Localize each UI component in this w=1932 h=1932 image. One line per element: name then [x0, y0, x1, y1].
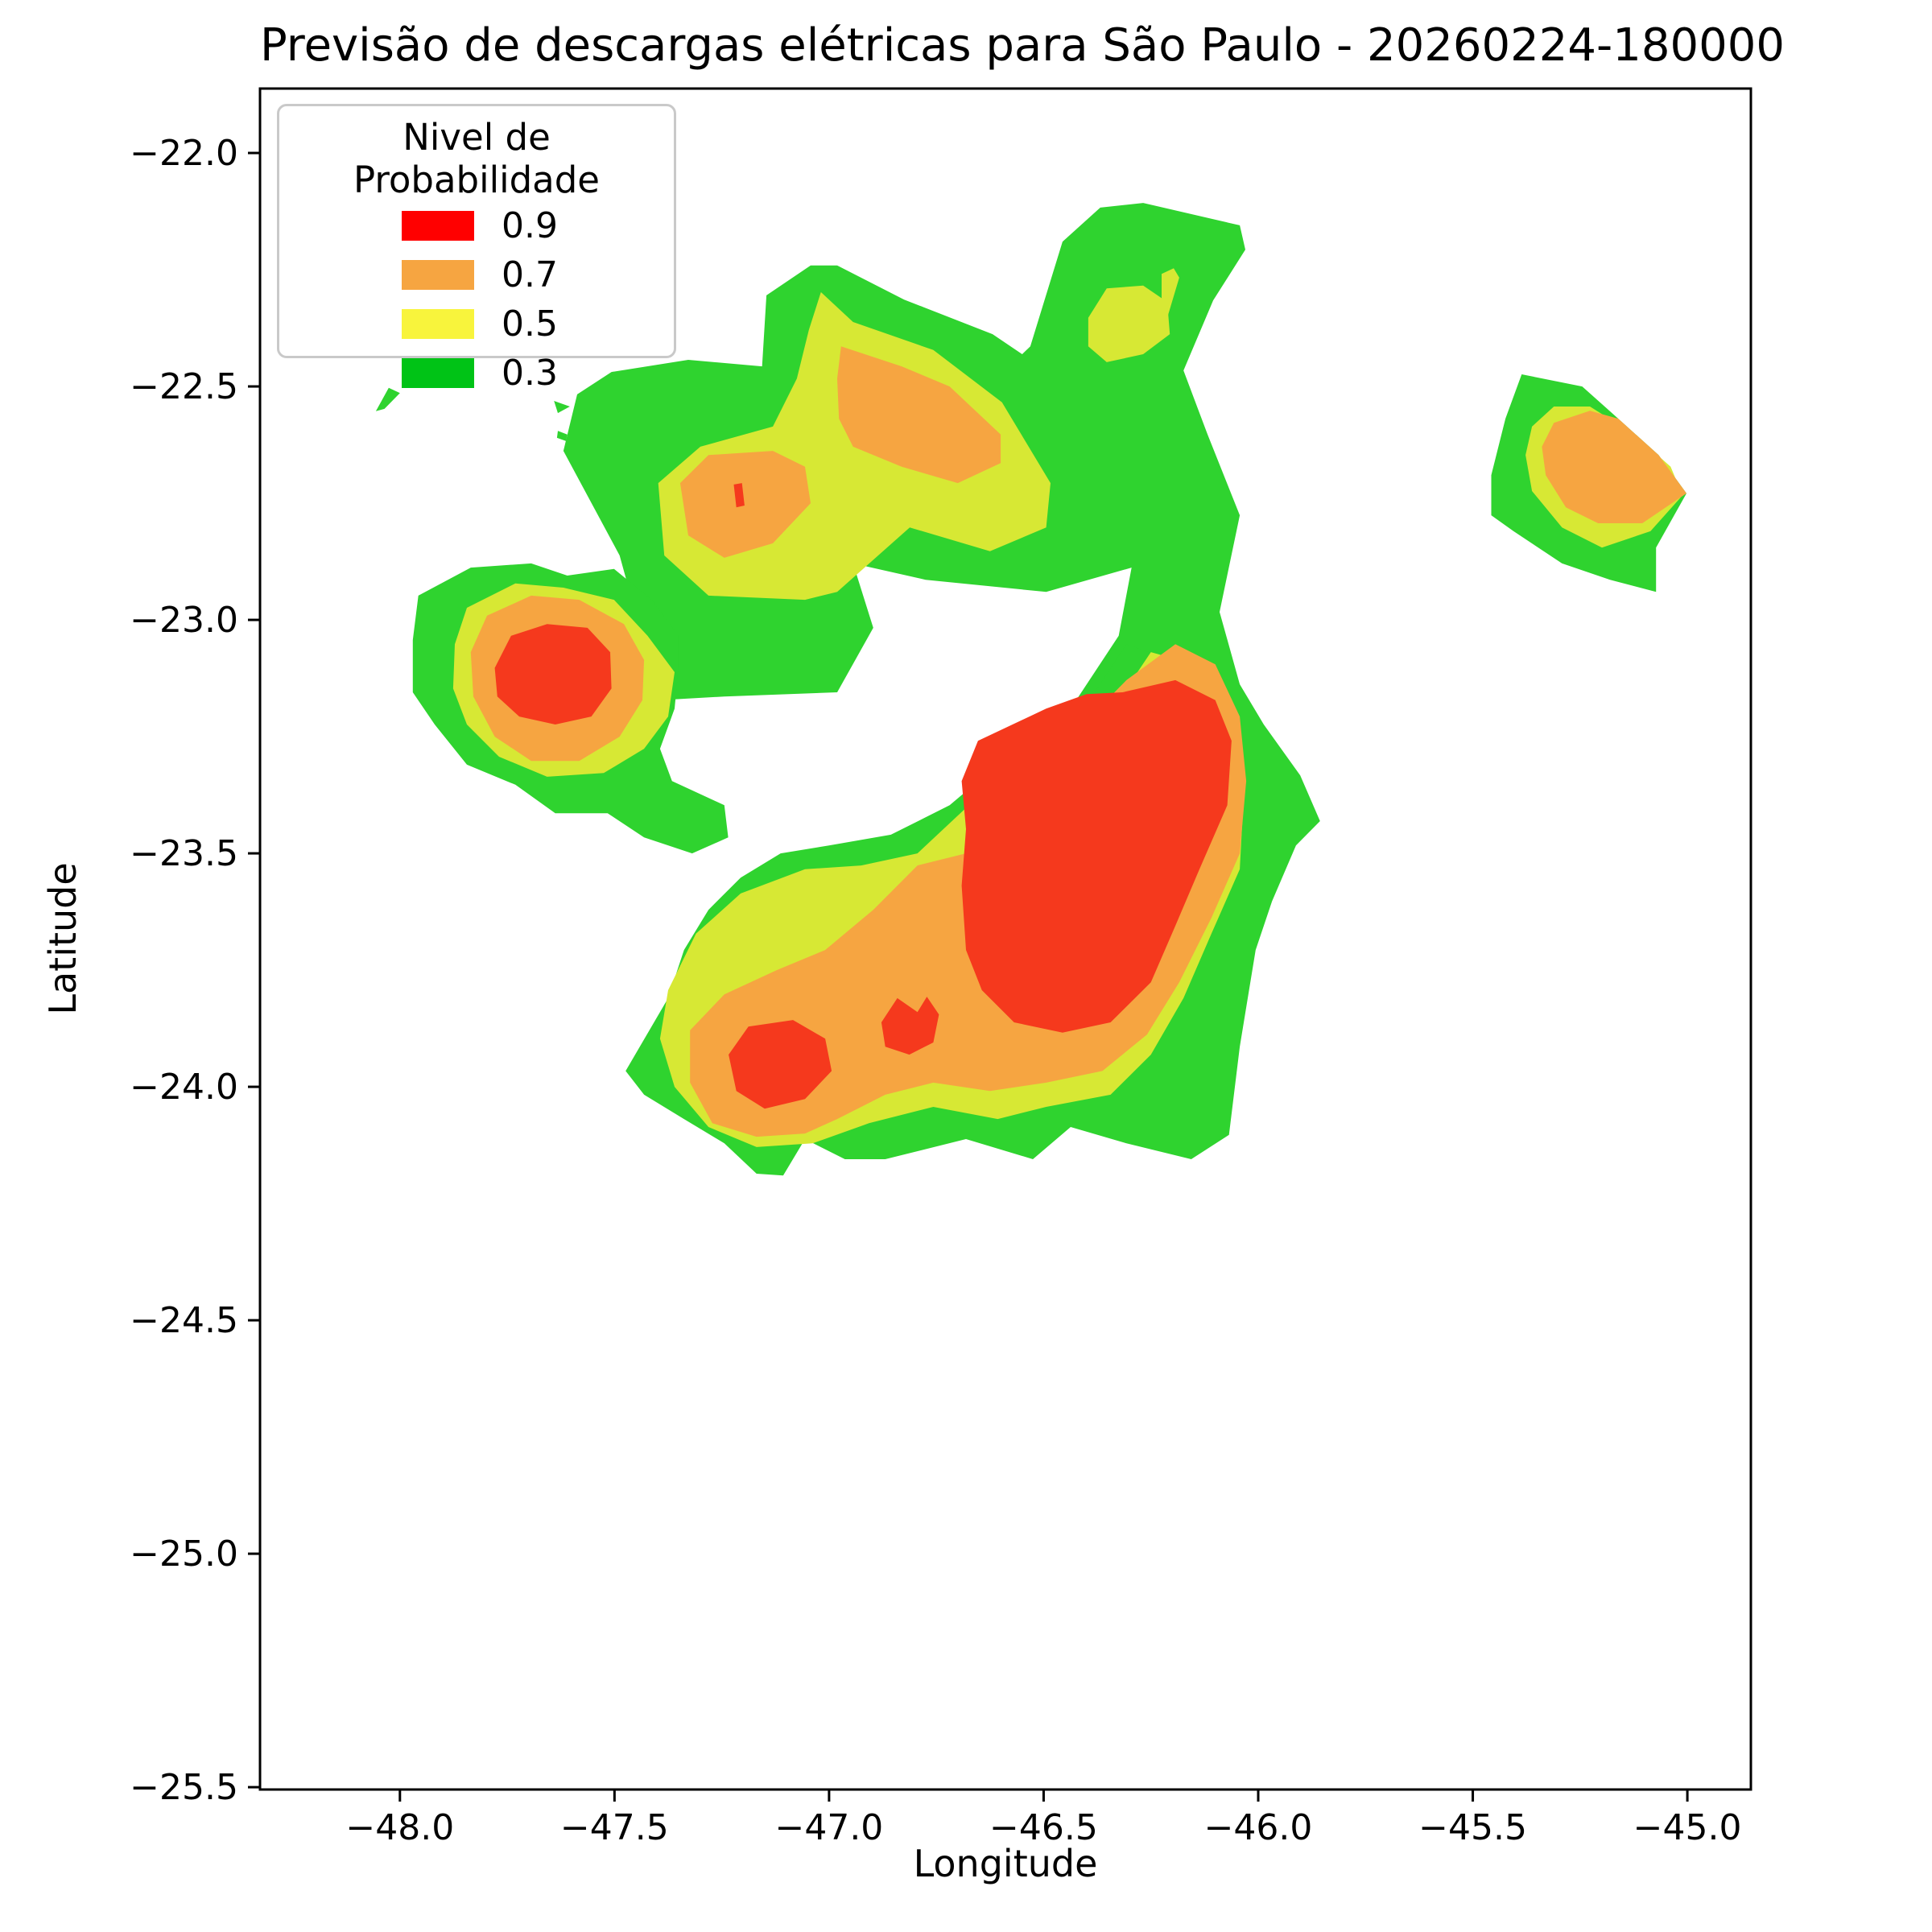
legend-label: 0.3	[502, 353, 558, 394]
contour-region-south-blob-red-core-level-0.9	[961, 679, 1232, 1033]
legend: Nivel de Probabilidade 0.9 0.7 0.5 0.3	[277, 104, 676, 394]
contour-layer	[375, 203, 1686, 1176]
y-tick-label: −25.0	[130, 1534, 238, 1575]
y-tick-label: −23.0	[130, 600, 238, 641]
legend-rows: 0.9 0.7 0.5 0.3	[279, 201, 674, 398]
axes-spines	[258, 87, 1752, 1791]
contour-region-south-blob-red-small-level-0.9	[881, 997, 939, 1055]
chart-title: Previsão de descargas elétricas para São…	[260, 19, 1785, 72]
y-tick-label: −24.0	[130, 1067, 238, 1108]
contour-region-upper-cluster-red-sliver-level-0.9	[733, 483, 745, 508]
contour-region-speck-mid-green-2-level-0.3	[556, 431, 568, 441]
legend-swatch-0.7	[402, 260, 474, 290]
legend-item: 0.5	[279, 299, 674, 349]
contour-region-upper-cluster-orange-sw-level-0.7	[679, 451, 811, 558]
x-tick-label: −46.0	[1204, 1807, 1313, 1848]
contour-region-ne-arm-yellow-level-0.5	[1088, 285, 1170, 362]
x-tick-label: −48.0	[345, 1807, 454, 1848]
legend-item: 0.9	[279, 201, 674, 250]
contour-region-east-blob-orange-level-0.7	[1542, 411, 1686, 523]
x-tick-label: −47.5	[560, 1807, 669, 1848]
legend-title: Nivel de Probabilidade	[353, 116, 600, 201]
contour-region-speck-west-green-level-0.3	[375, 387, 400, 411]
y-tick-label: −22.0	[130, 133, 238, 174]
x-tick-label: −46.5	[989, 1807, 1098, 1848]
legend-swatch-0.3	[402, 358, 474, 388]
legend-item: 0.3	[279, 349, 674, 398]
y-tick-label: −22.5	[130, 366, 238, 407]
y-tick-label: −25.5	[130, 1767, 238, 1808]
y-axis-label: Latitude	[41, 862, 85, 1015]
contour-region-ring-blob-red-level-0.9	[494, 624, 612, 724]
y-tick-label: −23.5	[130, 833, 238, 874]
legend-label: 0.5	[502, 303, 558, 345]
legend-label: 0.7	[502, 254, 558, 295]
x-tick-label: −47.0	[774, 1807, 883, 1848]
legend-swatch-0.5	[402, 309, 474, 339]
contour-region-speck-mid-green-1-level-0.3	[554, 401, 570, 414]
x-tick-label: −45.5	[1418, 1807, 1527, 1848]
legend-label: 0.9	[502, 205, 558, 246]
contour-region-upper-cluster-orange-main-level-0.7	[837, 346, 1001, 484]
x-axis-label: Longitude	[913, 1842, 1098, 1885]
y-tick-label: −24.5	[130, 1300, 238, 1341]
contour-region-ne-arm-yellow-sliver-level-0.5	[1162, 268, 1179, 318]
x-tick-label: −45.0	[1633, 1807, 1742, 1848]
contour-region-south-blob-red-west-level-0.9	[729, 1020, 832, 1109]
legend-swatch-0.9	[402, 211, 474, 241]
legend-item: 0.7	[279, 250, 674, 299]
